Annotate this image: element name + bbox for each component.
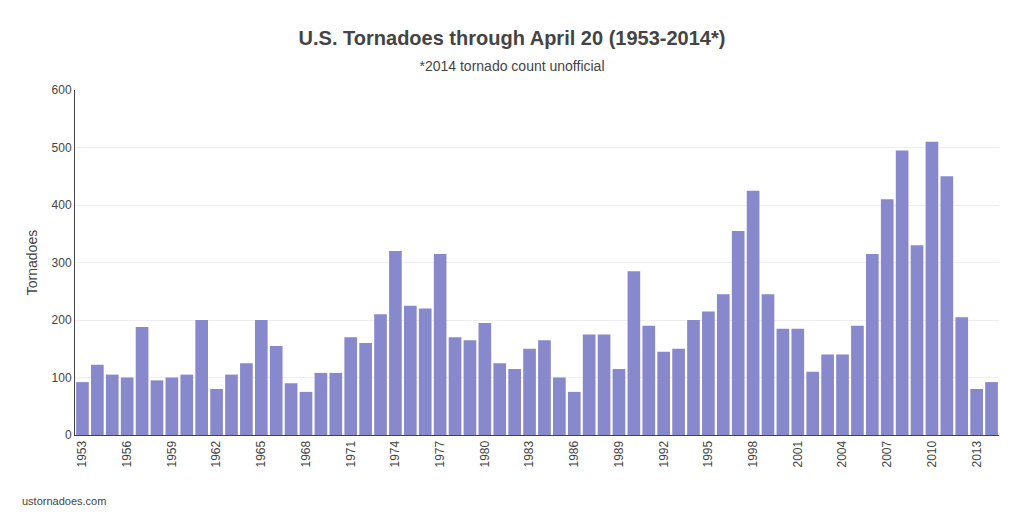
svg-text:600: 600 <box>52 83 72 97</box>
svg-text:U.S. Tornadoes through April 2: U.S. Tornadoes through April 20 (1953-20… <box>299 27 726 49</box>
svg-text:1956: 1956 <box>120 440 134 467</box>
svg-text:Tornadoes: Tornadoes <box>24 230 40 295</box>
svg-text:2001: 2001 <box>791 440 805 467</box>
svg-text:1980: 1980 <box>478 440 492 467</box>
svg-text:1989: 1989 <box>612 440 626 467</box>
svg-text:1983: 1983 <box>522 440 536 467</box>
svg-text:1995: 1995 <box>701 440 715 467</box>
svg-text:1971: 1971 <box>344 440 358 467</box>
svg-text:1953: 1953 <box>75 440 89 467</box>
svg-text:1998: 1998 <box>746 440 760 467</box>
svg-text:2007: 2007 <box>880 440 894 467</box>
svg-text:1986: 1986 <box>567 440 581 467</box>
svg-text:1959: 1959 <box>165 440 179 467</box>
svg-text:*2014 tornado count unofficial: *2014 tornado count unofficial <box>420 58 605 74</box>
svg-text:2013: 2013 <box>970 440 984 467</box>
svg-text:400: 400 <box>52 198 72 212</box>
svg-text:1965: 1965 <box>254 440 268 467</box>
svg-text:1992: 1992 <box>657 440 671 467</box>
svg-text:1968: 1968 <box>299 440 313 467</box>
svg-text:1974: 1974 <box>388 440 402 467</box>
svg-text:1962: 1962 <box>209 440 223 467</box>
svg-text:2004: 2004 <box>835 440 849 467</box>
svg-text:200: 200 <box>52 313 72 327</box>
svg-text:ustornadoes.com: ustornadoes.com <box>22 495 106 507</box>
svg-text:2010: 2010 <box>925 440 939 467</box>
svg-text:0: 0 <box>65 428 72 442</box>
svg-text:500: 500 <box>52 141 72 155</box>
svg-text:1977: 1977 <box>433 440 447 467</box>
svg-text:300: 300 <box>52 256 72 270</box>
svg-text:100: 100 <box>52 371 72 385</box>
